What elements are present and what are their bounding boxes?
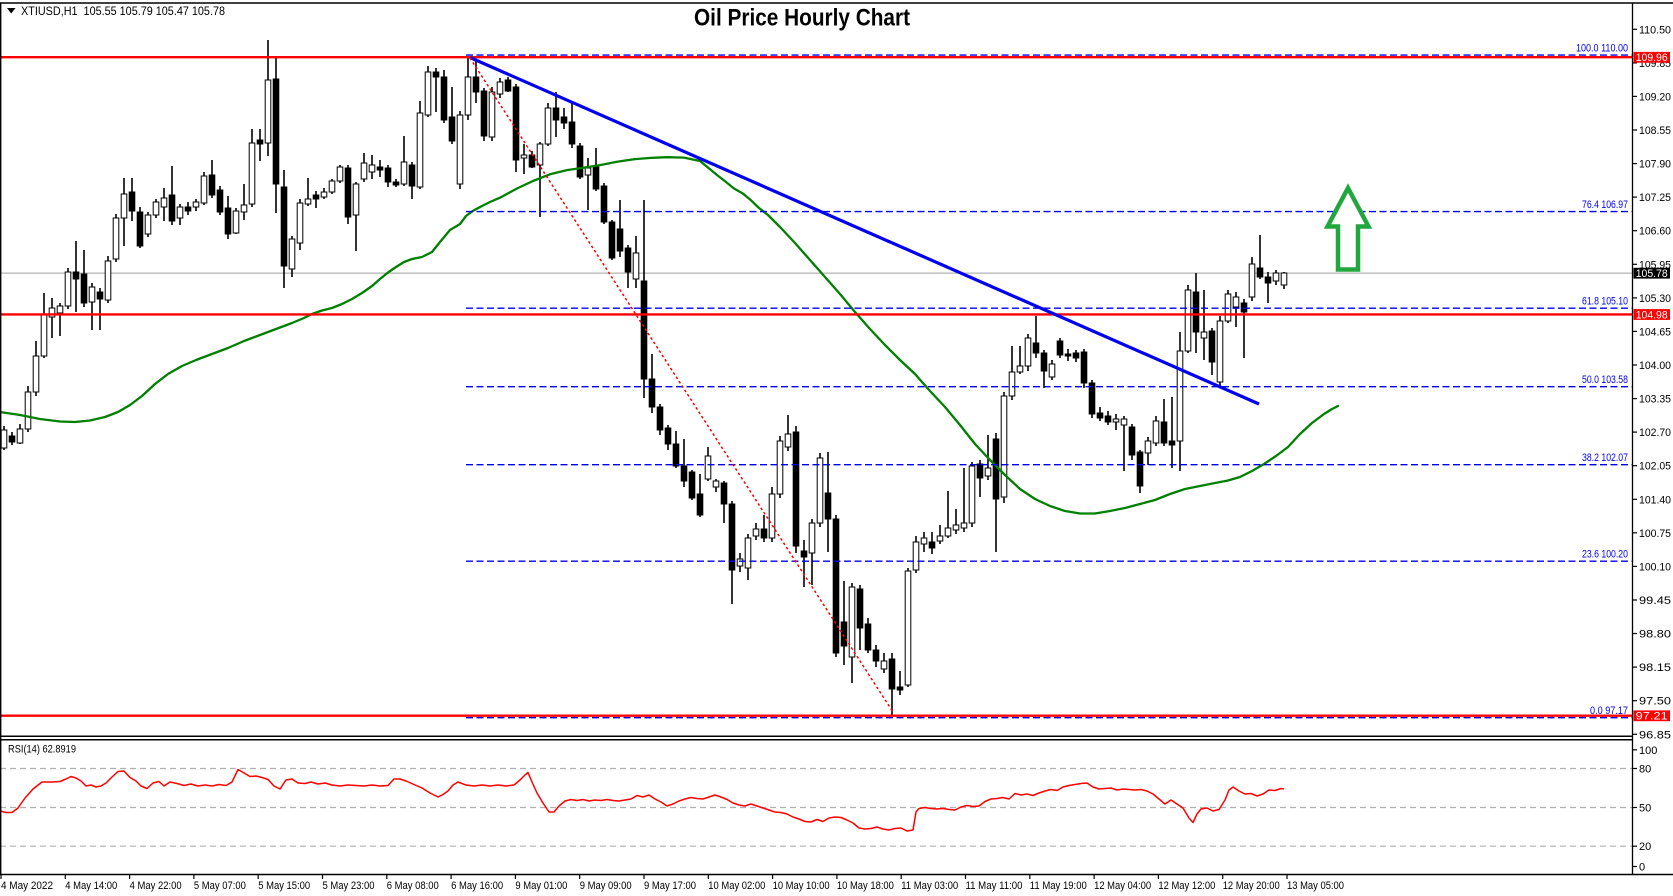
svg-text:106.60: 106.60 <box>1639 226 1671 238</box>
svg-text:105.30: 105.30 <box>1639 293 1671 305</box>
svg-text:6 May 08:00: 6 May 08:00 <box>387 880 439 892</box>
svg-text:4 May 14:00: 4 May 14:00 <box>65 880 117 892</box>
svg-text:0.0 97.17: 0.0 97.17 <box>1590 705 1628 717</box>
svg-text:100: 100 <box>1639 745 1657 757</box>
svg-text:9 May 17:00: 9 May 17:00 <box>644 880 696 892</box>
svg-text:13 May 05:00: 13 May 05:00 <box>1287 880 1344 892</box>
svg-text:5 May 23:00: 5 May 23:00 <box>323 880 375 892</box>
svg-text:109.20: 109.20 <box>1639 91 1671 103</box>
svg-text:5 May 07:00: 5 May 07:00 <box>194 880 246 892</box>
svg-text:102.70: 102.70 <box>1639 427 1671 439</box>
svg-text:104.98: 104.98 <box>1636 309 1668 321</box>
svg-text:103.35: 103.35 <box>1639 394 1671 406</box>
svg-text:6 May 16:00: 6 May 16:00 <box>451 880 503 892</box>
svg-text:50: 50 <box>1639 803 1651 815</box>
svg-text:100.10: 100.10 <box>1639 561 1671 573</box>
svg-text:109.96: 109.96 <box>1636 52 1668 64</box>
svg-text:76.4 106.97: 76.4 106.97 <box>1582 199 1628 211</box>
svg-text:11 May 11:00: 11 May 11:00 <box>966 880 1023 892</box>
svg-text:9 May 09:00: 9 May 09:00 <box>580 880 632 892</box>
svg-text:Oil Price Hourly Chart: Oil Price Hourly Chart <box>694 5 910 32</box>
svg-text:104.65: 104.65 <box>1639 326 1671 338</box>
svg-text:10 May 10:00: 10 May 10:00 <box>773 880 830 892</box>
svg-text:100.75: 100.75 <box>1639 528 1671 540</box>
svg-text:12 May 04:00: 12 May 04:00 <box>1094 880 1151 892</box>
svg-text:4 May 22:00: 4 May 22:00 <box>130 880 182 892</box>
svg-text:4 May 2022: 4 May 2022 <box>1 880 53 892</box>
svg-text:97.50: 97.50 <box>1639 696 1671 708</box>
svg-text:23.6 100.20: 23.6 100.20 <box>1582 549 1628 561</box>
svg-text:100.0 110.00: 100.0 110.00 <box>1576 43 1628 55</box>
svg-text:9 May 01:00: 9 May 01:00 <box>515 880 567 892</box>
svg-text:11 May 03:00: 11 May 03:00 <box>901 880 958 892</box>
svg-text:80: 80 <box>1639 764 1651 776</box>
svg-text:61.8 105.10: 61.8 105.10 <box>1582 296 1628 308</box>
svg-text:20: 20 <box>1639 841 1651 853</box>
svg-text:XTIUSD,H1 105.55 105.79 105.4: XTIUSD,H1 105.55 105.79 105.47 105.78 <box>21 4 225 18</box>
svg-text:10 May 18:00: 10 May 18:00 <box>837 880 894 892</box>
svg-text:108.55: 108.55 <box>1639 125 1671 137</box>
svg-text:107.90: 107.90 <box>1639 159 1671 171</box>
svg-text:99.45: 99.45 <box>1639 595 1671 607</box>
svg-text:102.05: 102.05 <box>1639 461 1671 473</box>
svg-text:105.78: 105.78 <box>1636 268 1668 280</box>
svg-text:RSI(14) 62.8919: RSI(14) 62.8919 <box>8 744 76 756</box>
svg-text:97.21: 97.21 <box>1636 711 1668 723</box>
svg-text:5 May 15:00: 5 May 15:00 <box>258 880 310 892</box>
svg-text:12 May 12:00: 12 May 12:00 <box>1158 880 1215 892</box>
svg-text:11 May 19:00: 11 May 19:00 <box>1030 880 1087 892</box>
svg-text:10 May 02:00: 10 May 02:00 <box>708 880 765 892</box>
svg-text:96.85: 96.85 <box>1639 729 1671 741</box>
svg-text:50.0 103.58: 50.0 103.58 <box>1582 374 1628 386</box>
svg-text:0: 0 <box>1639 862 1645 874</box>
svg-text:104.00: 104.00 <box>1639 360 1671 372</box>
svg-text:38.2 102.07: 38.2 102.07 <box>1582 452 1628 464</box>
svg-text:98.15: 98.15 <box>1639 662 1671 674</box>
svg-text:98.80: 98.80 <box>1639 629 1671 641</box>
svg-text:107.25: 107.25 <box>1639 192 1671 204</box>
svg-text:101.40: 101.40 <box>1639 494 1671 506</box>
svg-text:110.50: 110.50 <box>1639 24 1671 36</box>
svg-text:12 May 20:00: 12 May 20:00 <box>1223 880 1280 892</box>
